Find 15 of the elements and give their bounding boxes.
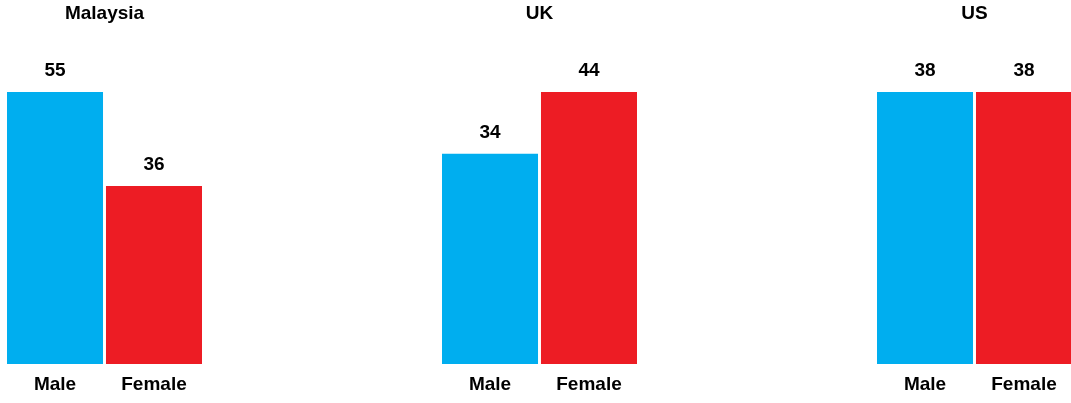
data-label: 55 [44,59,66,80]
x-tick-label: Female [991,372,1057,394]
data-label: 38 [1013,59,1035,80]
x-tick-label: Female [556,372,622,394]
data-label: 36 [143,152,165,174]
data-label: 34 [479,120,501,142]
x-tick-label: Male [903,372,947,394]
data-label: 38 [914,59,936,80]
data-label: 44 [578,59,600,80]
chart-title: US [961,2,988,23]
chart-title: Malaysia [64,2,145,23]
x-tick-label: Male [33,372,77,394]
chart-title: UK [525,2,554,23]
x-tick-label: Female [121,372,187,394]
x-tick-label: Male [468,372,512,394]
